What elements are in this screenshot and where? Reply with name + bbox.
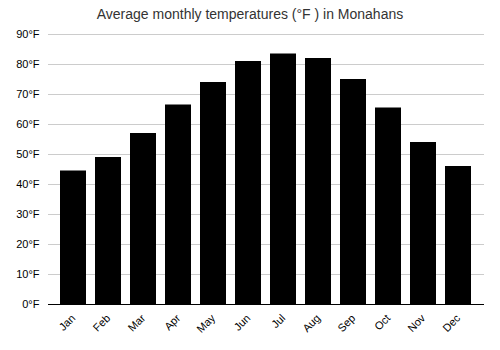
svg-text:20°F: 20°F <box>16 238 40 250</box>
svg-text:Sep: Sep <box>335 312 357 334</box>
svg-text:Apr: Apr <box>162 312 183 333</box>
svg-text:70°F: 70°F <box>16 88 40 100</box>
svg-text:60°F: 60°F <box>16 118 40 130</box>
svg-text:Jan: Jan <box>56 312 77 333</box>
svg-text:Jun: Jun <box>231 312 252 333</box>
svg-text:50°F: 50°F <box>16 148 40 160</box>
svg-text:80°F: 80°F <box>16 58 40 70</box>
svg-text:Feb: Feb <box>91 312 113 334</box>
svg-text:40°F: 40°F <box>16 178 40 190</box>
svg-text:10°F: 10°F <box>16 268 40 280</box>
svg-text:90°F: 90°F <box>16 28 40 40</box>
svg-text:Mar: Mar <box>126 312 148 334</box>
svg-text:Jul: Jul <box>269 312 287 330</box>
svg-text:0°F: 0°F <box>22 298 40 310</box>
html-text:Average monthly temperatures (: Average monthly temperatures (°F ) in Mo… <box>96 6 404 22</box>
svg-text:Aug: Aug <box>300 312 322 334</box>
svg-text:May: May <box>194 311 218 335</box>
svg-text:Nov: Nov <box>405 311 428 334</box>
svg-text:Oct: Oct <box>372 312 393 333</box>
svg-text:Dec: Dec <box>440 311 463 334</box>
svg-text:30°F: 30°F <box>16 208 40 220</box>
